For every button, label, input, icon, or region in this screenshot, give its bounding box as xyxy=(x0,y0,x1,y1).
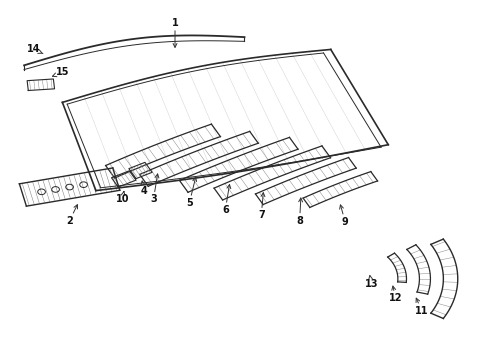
Text: 9: 9 xyxy=(339,205,348,227)
Text: 3: 3 xyxy=(150,174,159,204)
Text: 4: 4 xyxy=(140,181,147,195)
Text: 11: 11 xyxy=(414,298,427,315)
Text: 10: 10 xyxy=(115,192,129,204)
Text: 12: 12 xyxy=(388,286,402,303)
Text: 5: 5 xyxy=(185,177,196,208)
Text: 15: 15 xyxy=(52,67,69,77)
Text: 6: 6 xyxy=(222,185,230,215)
Text: 8: 8 xyxy=(296,198,303,226)
Text: 7: 7 xyxy=(257,193,264,220)
Text: 13: 13 xyxy=(364,275,378,289)
Text: 2: 2 xyxy=(66,204,77,226)
Text: 14: 14 xyxy=(27,45,43,54)
Text: 1: 1 xyxy=(171,18,178,48)
